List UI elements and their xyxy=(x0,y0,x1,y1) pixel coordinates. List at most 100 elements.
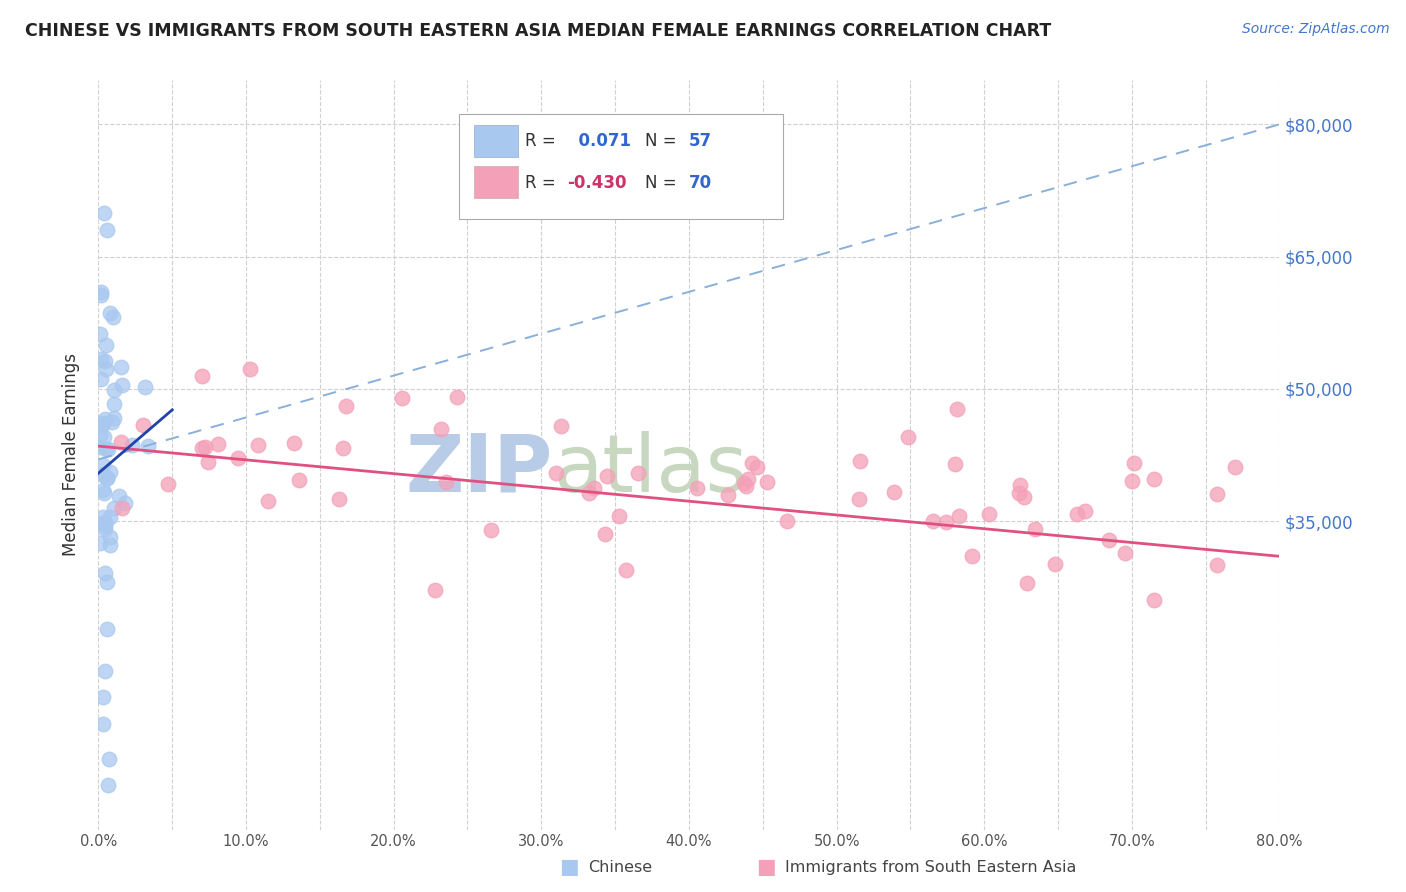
Point xyxy=(1225,459,1247,474)
Point xyxy=(94,411,117,425)
Point xyxy=(90,285,112,299)
Point xyxy=(91,467,114,481)
Point xyxy=(96,471,118,485)
Point xyxy=(114,496,136,510)
Point xyxy=(93,510,115,524)
Point xyxy=(94,354,117,368)
Point xyxy=(1205,487,1227,501)
Point xyxy=(960,549,983,564)
Point xyxy=(755,475,778,490)
Point xyxy=(96,361,118,376)
Point xyxy=(156,477,179,491)
Point xyxy=(1024,522,1046,536)
Point xyxy=(328,492,350,507)
Point xyxy=(96,623,118,637)
Point xyxy=(945,457,967,471)
Text: atlas: atlas xyxy=(553,431,748,509)
Point xyxy=(979,507,1001,521)
Point xyxy=(97,442,120,457)
Point xyxy=(93,716,115,731)
Point xyxy=(741,456,763,470)
Point xyxy=(1114,546,1136,560)
Point xyxy=(935,515,957,529)
Text: Chinese: Chinese xyxy=(588,860,652,874)
Point xyxy=(1143,593,1166,607)
Point xyxy=(197,455,219,469)
Text: R =: R = xyxy=(524,174,555,192)
Point xyxy=(93,468,115,483)
Point xyxy=(90,372,112,386)
Point xyxy=(91,690,114,705)
Point xyxy=(132,418,155,433)
Point xyxy=(121,438,143,452)
Point xyxy=(1098,533,1121,547)
Point xyxy=(98,538,121,552)
Point xyxy=(550,419,572,434)
Point xyxy=(1008,478,1031,492)
Point xyxy=(94,566,117,580)
Point xyxy=(207,436,229,450)
Point xyxy=(98,306,121,320)
Point xyxy=(544,466,567,480)
Point xyxy=(91,483,114,497)
Point xyxy=(97,779,120,793)
Point xyxy=(226,451,249,466)
FancyBboxPatch shape xyxy=(474,167,517,198)
Point xyxy=(98,510,121,524)
Point xyxy=(1123,456,1146,470)
Point xyxy=(98,465,121,479)
Point xyxy=(1017,575,1039,590)
Point xyxy=(627,466,650,480)
Point xyxy=(94,515,117,529)
Point xyxy=(89,428,111,442)
Point xyxy=(283,436,305,450)
Point xyxy=(1073,503,1095,517)
Text: -0.430: -0.430 xyxy=(567,174,627,192)
Point xyxy=(578,486,600,500)
Point xyxy=(430,422,453,436)
Text: R =: R = xyxy=(524,132,555,150)
Point xyxy=(1066,507,1088,521)
Point xyxy=(138,439,160,453)
Text: ■: ■ xyxy=(756,857,776,877)
Point xyxy=(103,397,125,411)
Point xyxy=(194,440,217,454)
Text: Immigrants from South Eastern Asia: Immigrants from South Eastern Asia xyxy=(785,860,1076,874)
Point xyxy=(96,338,118,352)
Point xyxy=(103,310,125,324)
Point xyxy=(94,664,117,678)
Point xyxy=(1205,558,1227,572)
Point xyxy=(776,514,799,528)
Text: N =: N = xyxy=(645,132,676,150)
Point xyxy=(948,508,970,523)
Y-axis label: Median Female Earnings: Median Female Earnings xyxy=(62,353,80,557)
Point xyxy=(91,458,114,472)
Point xyxy=(94,522,117,536)
Point xyxy=(434,475,457,490)
Text: Source: ZipAtlas.com: Source: ZipAtlas.com xyxy=(1241,22,1389,37)
Point xyxy=(685,481,707,495)
Point xyxy=(883,484,905,499)
Point xyxy=(110,500,132,515)
Point xyxy=(848,492,870,507)
Point xyxy=(96,575,118,590)
Text: N =: N = xyxy=(645,174,676,192)
Point xyxy=(96,442,118,457)
Point xyxy=(593,526,616,541)
Point xyxy=(1012,490,1035,504)
FancyBboxPatch shape xyxy=(474,125,517,157)
Text: 57: 57 xyxy=(689,132,711,150)
Point xyxy=(737,472,759,486)
Point xyxy=(191,442,214,456)
Text: CHINESE VS IMMIGRANTS FROM SOUTH EASTERN ASIA MEDIAN FEMALE EARNINGS CORRELATION: CHINESE VS IMMIGRANTS FROM SOUTH EASTERN… xyxy=(25,22,1052,40)
Text: ■: ■ xyxy=(560,857,579,877)
Point xyxy=(134,380,156,394)
Point xyxy=(423,583,446,598)
Point xyxy=(257,494,280,508)
Point xyxy=(446,390,468,404)
Point xyxy=(91,416,114,430)
Point xyxy=(103,384,125,398)
Point xyxy=(607,508,630,523)
Point xyxy=(96,223,118,237)
Point xyxy=(93,429,115,443)
